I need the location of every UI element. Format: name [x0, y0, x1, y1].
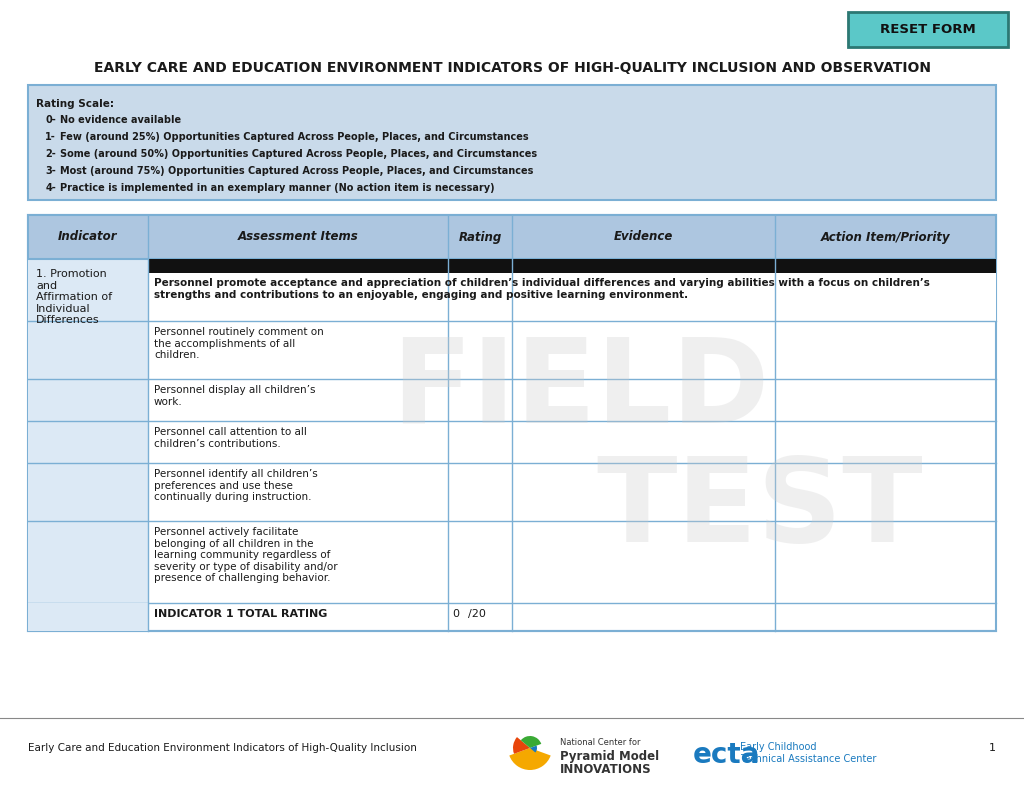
Text: ecta: ecta: [693, 741, 761, 769]
Bar: [28, 215, 996, 631]
Wedge shape: [509, 748, 551, 770]
Text: 3-: 3-: [45, 166, 56, 176]
Text: 1. Promotion
and
Affirmation of
Individual
Differences: 1. Promotion and Affirmation of Individu…: [36, 269, 112, 325]
Text: No evidence available: No evidence available: [60, 115, 181, 125]
Text: National Center for: National Center for: [560, 738, 640, 747]
Text: Personnel promote acceptance and appreciation of children’s individual differenc: Personnel promote acceptance and appreci…: [154, 278, 930, 300]
Text: Technical Assistance Center: Technical Assistance Center: [740, 754, 877, 764]
Wedge shape: [521, 736, 542, 748]
Text: INDICATOR 1 TOTAL RATING: INDICATOR 1 TOTAL RATING: [154, 609, 328, 619]
Bar: [848, 12, 1008, 47]
Bar: [28, 603, 148, 631]
Text: FIELD: FIELD: [391, 332, 769, 448]
Bar: [28, 85, 996, 200]
Text: Some (around 50%) Opportunities Captured Across People, Places, and Circumstance: Some (around 50%) Opportunities Captured…: [60, 149, 538, 159]
Bar: [148, 273, 996, 321]
Text: Rating Scale:: Rating Scale:: [36, 99, 114, 109]
Text: 4-: 4-: [45, 183, 56, 193]
Text: Assessment Items: Assessment Items: [238, 230, 358, 244]
Text: Action Item/Priority: Action Item/Priority: [820, 230, 950, 244]
Wedge shape: [513, 737, 530, 754]
Text: Rating: Rating: [459, 230, 502, 244]
Text: Early Childhood: Early Childhood: [740, 742, 816, 752]
Text: RESET FORM: RESET FORM: [880, 23, 976, 36]
Text: Indicator: Indicator: [58, 230, 118, 244]
Text: Personnel actively facilitate
belonging of all children in the
learning communit: Personnel actively facilitate belonging …: [154, 527, 338, 584]
Wedge shape: [530, 746, 537, 752]
Text: Early Care and Education Environment Indicators of High-Quality Inclusion: Early Care and Education Environment Ind…: [28, 743, 417, 753]
Text: Evidence: Evidence: [613, 230, 673, 244]
Text: Pyramid Model: Pyramid Model: [560, 750, 659, 763]
Text: 2-: 2-: [45, 149, 56, 159]
Text: Personnel call attention to all
children’s contributions.: Personnel call attention to all children…: [154, 427, 307, 448]
Text: 1-: 1-: [45, 132, 56, 142]
Text: Personnel identify all children’s
preferences and use these
continually during i: Personnel identify all children’s prefer…: [154, 469, 317, 502]
Bar: [28, 215, 996, 259]
Text: Practice is implemented in an exemplary manner (No action item is necessary): Practice is implemented in an exemplary …: [60, 183, 495, 193]
Text: TEST: TEST: [597, 452, 924, 567]
Text: Personnel routinely comment on
the accomplishments of all
children.: Personnel routinely comment on the accom…: [154, 327, 324, 360]
Text: INNOVATIONS: INNOVATIONS: [560, 763, 651, 776]
Text: Most (around 75%) Opportunities Captured Across People, Places, and Circumstance: Most (around 75%) Opportunities Captured…: [60, 166, 534, 176]
Text: 0-: 0-: [45, 115, 56, 125]
Bar: [28, 259, 148, 631]
Text: Few (around 25%) Opportunities Captured Across People, Places, and Circumstances: Few (around 25%) Opportunities Captured …: [60, 132, 528, 142]
Bar: [148, 259, 996, 273]
Text: 0: 0: [452, 609, 459, 619]
Text: Personnel display all children’s
work.: Personnel display all children’s work.: [154, 385, 315, 407]
Text: EARLY CARE AND EDUCATION ENVIRONMENT INDICATORS OF HIGH-QUALITY INCLUSION AND OB: EARLY CARE AND EDUCATION ENVIRONMENT IND…: [93, 61, 931, 75]
Text: 1: 1: [989, 743, 996, 753]
Text: /20: /20: [468, 609, 485, 619]
